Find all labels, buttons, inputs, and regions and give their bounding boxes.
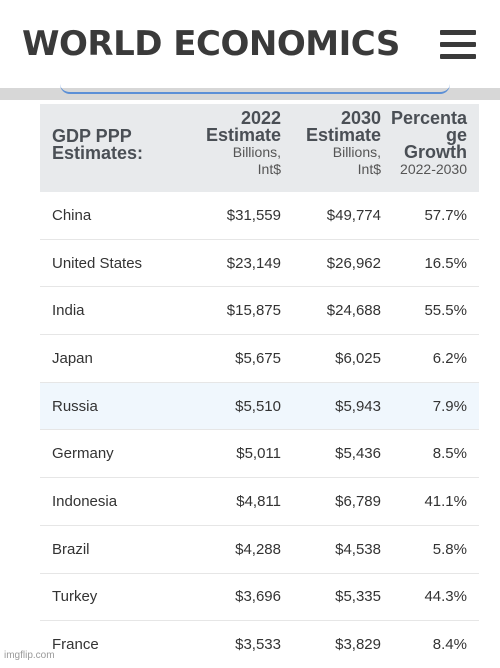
cell-2030: $24,688: [285, 286, 385, 336]
cell-country: China: [40, 192, 185, 240]
cell-country: United States: [40, 239, 185, 288]
cell-2022: $5,011: [185, 429, 285, 479]
col-header-country-label: GDP PPP Estimates:: [52, 126, 144, 163]
table-row: China $31,559 $49,774 57.7%: [40, 192, 479, 240]
menu-bar: [440, 30, 476, 35]
cell-2030: $49,774: [285, 192, 385, 240]
watermark: imgflip.com: [4, 650, 55, 661]
cell-2022: $4,811: [185, 477, 285, 526]
col-header-growth-line1: Percenta: [390, 108, 467, 128]
col-header-2022-currency: Int$: [257, 161, 281, 177]
table-row: United States $23,149 $26,962 16.5%: [40, 239, 479, 288]
cell-country: Russia: [40, 382, 185, 431]
col-header-2022: 2022 Estimate Billions, Int$: [185, 104, 285, 192]
table-row: Japan $5,675 $6,025 6.2%: [40, 334, 479, 383]
table-row: France $3,533 $3,829 8.4%: [40, 621, 479, 668]
table-row: Turkey $3,696 $5,335 44.3%: [40, 573, 479, 622]
col-header-growth: Percenta ge Growth 2022-2030: [385, 104, 479, 192]
cell-2030: $3,829: [335, 636, 381, 654]
cell-country: Brazil: [40, 525, 185, 574]
hamburger-menu-icon[interactable]: [440, 30, 476, 60]
cell-2022: $5,675: [185, 334, 285, 383]
cell-growth: 6.2%: [385, 334, 479, 383]
cell-growth: 8.5%: [385, 429, 479, 479]
cell-2030: $5,436: [285, 429, 385, 479]
col-header-2030-year: 2030: [340, 108, 381, 128]
site-logo[interactable]: WORLD ECONOMICS: [22, 24, 400, 64]
menu-bar: [440, 42, 476, 47]
gdp-table: GDP PPP Estimates: 2022 Estimate Billion…: [40, 104, 479, 668]
col-header-growth-line2: ge: [445, 125, 467, 145]
cell-2022: $15,875: [185, 286, 285, 336]
cell-growth: 55.5%: [385, 286, 479, 336]
cell-2030: $5,943: [285, 382, 385, 431]
cell-2030: $5,335: [285, 573, 385, 622]
menu-bar: [440, 54, 476, 59]
cell-country: Japan: [40, 334, 185, 383]
cell-country: India: [40, 286, 185, 336]
cell-2022: $5,510: [185, 382, 285, 431]
cell-2030: $6,025: [285, 334, 385, 383]
cell-2030: $26,962: [285, 239, 385, 288]
cell-growth: 16.5%: [385, 239, 479, 288]
cell-2022: $23,149: [185, 239, 285, 288]
cell-country: Turkey: [40, 573, 185, 622]
cell-growth: 44.3%: [385, 573, 479, 622]
cell-country: Indonesia: [40, 477, 185, 526]
col-header-country: GDP PPP Estimates:: [40, 104, 185, 192]
table-row: India $15,875 $24,688 55.5%: [40, 286, 479, 336]
col-header-2030-unit: Billions,: [332, 144, 381, 160]
table-row: Brazil $4,288 $4,538 5.8%: [40, 525, 479, 574]
col-header-growth-period: 2022-2030: [400, 161, 467, 177]
table-row: Germany $5,011 $5,436 8.5%: [40, 429, 479, 479]
cell-2030: $6,789: [285, 477, 385, 526]
cell-growth: 5.8%: [385, 525, 479, 574]
col-header-2030-label: Estimate: [305, 125, 381, 145]
cell-2022: $3,533: [235, 636, 281, 654]
cell-2022: $3,696: [185, 573, 285, 622]
table-row: Indonesia $4,811 $6,789 41.1%: [40, 477, 479, 526]
table-header-row: GDP PPP Estimates: 2022 Estimate Billion…: [40, 104, 479, 192]
header-divider: [0, 88, 500, 100]
col-header-2030: 2030 Estimate Billions, Int$: [285, 104, 385, 192]
col-header-2022-label: Estimate: [205, 125, 281, 145]
cell-growth: 41.1%: [385, 477, 479, 526]
cell-2022: $31,559: [185, 192, 285, 240]
site-header: WORLD ECONOMICS: [0, 0, 500, 88]
cell-2022: $4,288: [185, 525, 285, 574]
cell-growth: 8.4%: [432, 636, 467, 654]
accent-line: [60, 84, 450, 94]
cell-growth: 57.7%: [385, 192, 479, 240]
col-header-2030-currency: Int$: [357, 161, 381, 177]
table-row-highlighted: Russia $5,510 $5,943 7.9%: [40, 382, 479, 431]
cell-country: Germany: [40, 429, 185, 479]
col-header-2022-year: 2022: [240, 108, 281, 128]
cell-2030: $4,538: [285, 525, 385, 574]
col-header-2022-unit: Billions,: [232, 144, 281, 160]
cell-growth: 7.9%: [385, 382, 479, 431]
cell-country: France: [52, 636, 99, 654]
col-header-growth-line3: Growth: [404, 142, 467, 162]
